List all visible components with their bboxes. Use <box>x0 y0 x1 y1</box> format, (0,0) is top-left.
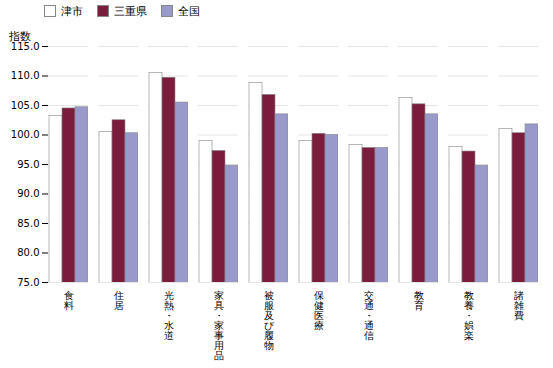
html-text:三重県: 三重県 <box>114 4 147 18</box>
svg-text:教育: 教育 <box>414 290 424 311</box>
svg-text:115.0: 115.0 <box>10 40 40 52</box>
svg-text:95.0: 95.0 <box>17 159 39 170</box>
svg-text:指数: 指数 <box>8 30 31 43</box>
svg-text:80.0: 80.0 <box>17 247 39 258</box>
svg-text:食料: 食料 <box>64 290 74 311</box>
svg-text:110.0: 110.0 <box>11 70 40 81</box>
svg-text:教養・娯楽: 教養・娯楽 <box>464 290 474 341</box>
svg-text:85.0: 85.0 <box>17 218 39 229</box>
svg-text:光熱・水道: 光熱・水道 <box>164 290 174 341</box>
svg-text:被服及び履物: 被服及び履物 <box>264 290 275 351</box>
html-text:津市: 津市 <box>61 4 83 18</box>
svg-text:家具・家事用品: 家具・家事用品 <box>214 290 224 361</box>
svg-text:100.0: 100.0 <box>11 129 40 140</box>
svg-text:諸雑費: 諸雑費 <box>514 290 524 321</box>
svg-text:交通・通信: 交通・通信 <box>364 290 374 341</box>
svg-text:105.0: 105.0 <box>11 100 40 111</box>
svg-text:90.0: 90.0 <box>17 188 39 199</box>
svg-text:保健医療: 保健医療 <box>314 290 324 331</box>
svg-text:住居: 住居 <box>114 290 124 311</box>
html-text:全国: 全国 <box>178 4 200 18</box>
svg-text:75.0: 75.0 <box>17 277 39 288</box>
